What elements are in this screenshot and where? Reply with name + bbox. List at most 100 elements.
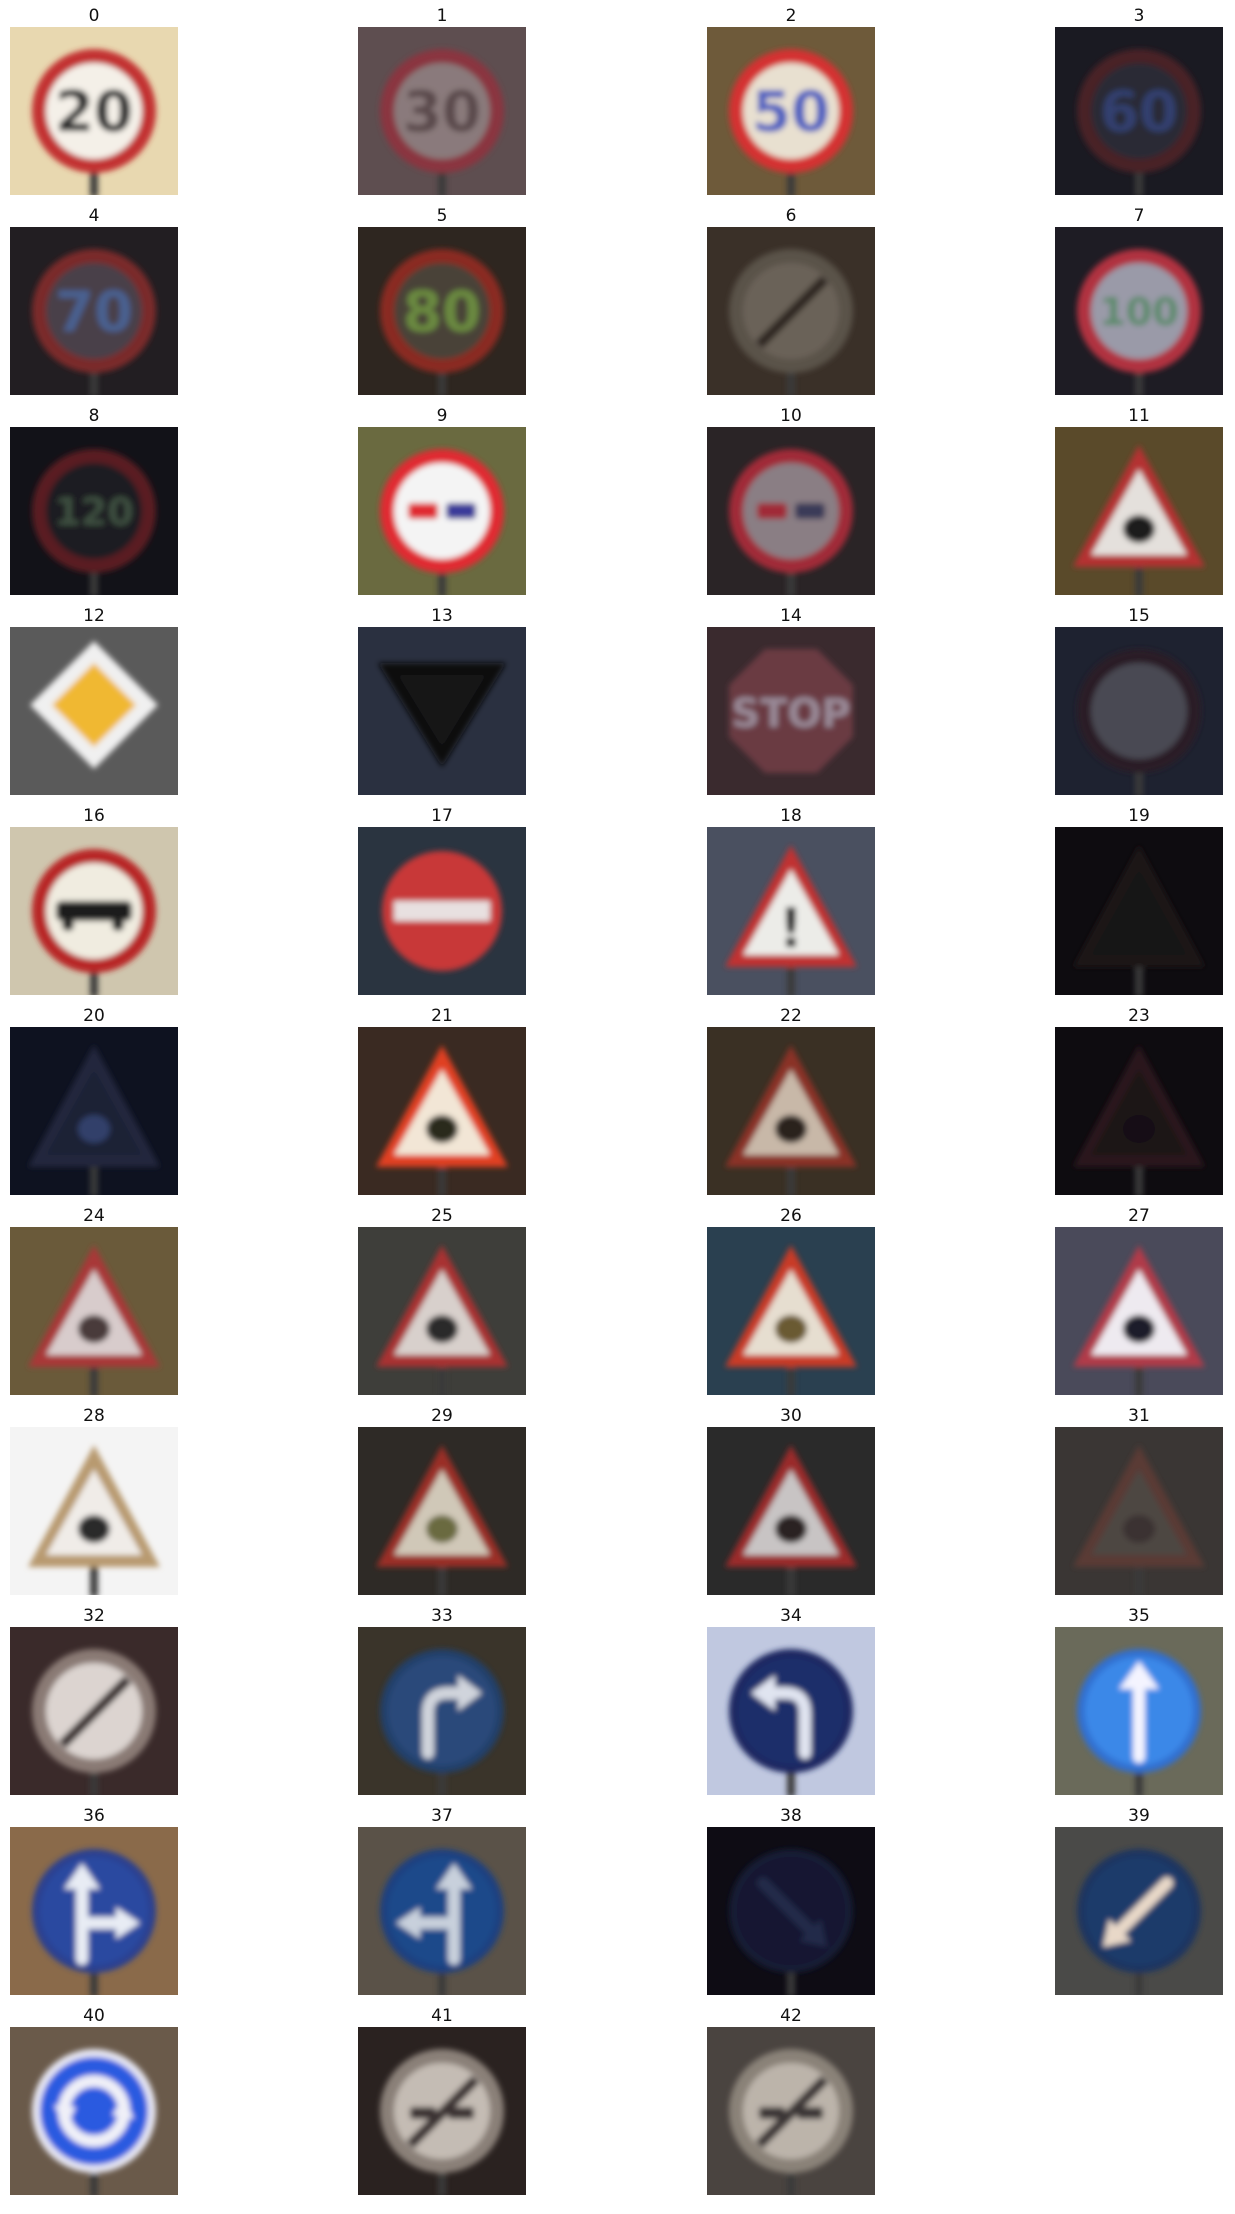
panel-class-label: 2 bbox=[785, 6, 797, 26]
traffic-sign-photo bbox=[1055, 1827, 1223, 1995]
sign-panel: 31 bbox=[1055, 1405, 1223, 1595]
sign-panel: 32 bbox=[10, 1605, 178, 1795]
traffic-sign-photo bbox=[1055, 1227, 1223, 1395]
panel-class-label: 23 bbox=[1128, 1006, 1150, 1026]
sign-panel: 28 bbox=[10, 1405, 178, 1595]
sign-panel: 10 bbox=[707, 405, 875, 595]
panel-class-label: 15 bbox=[1128, 606, 1150, 626]
panel-class-label: 11 bbox=[1128, 406, 1150, 426]
traffic-sign-photo: STOP bbox=[707, 627, 875, 795]
sign-panel: 21 bbox=[358, 1005, 526, 1195]
sign-panel: 11 bbox=[1055, 405, 1223, 595]
sign-panel: 4 70 bbox=[10, 205, 178, 395]
sign-panel: 15 bbox=[1055, 605, 1223, 795]
traffic-sign-photo bbox=[358, 1827, 526, 1995]
panel-class-label: 30 bbox=[780, 1406, 802, 1426]
panel-class-label: 40 bbox=[83, 2006, 105, 2026]
sign-panel: 34 bbox=[707, 1605, 875, 1795]
panel-class-label: 8 bbox=[88, 406, 100, 426]
traffic-sign-photo bbox=[707, 1427, 875, 1595]
sign-panel: 35 bbox=[1055, 1605, 1223, 1795]
sign-number: 50 bbox=[752, 80, 830, 145]
panel-class-label: 10 bbox=[780, 406, 802, 426]
traffic-sign-photo bbox=[707, 1227, 875, 1395]
panel-class-label: 35 bbox=[1128, 1606, 1150, 1626]
traffic-sign-photo bbox=[10, 1027, 178, 1195]
panel-class-label: 25 bbox=[431, 1206, 453, 1226]
traffic-sign-photo bbox=[10, 627, 178, 795]
sign-panel: 23 bbox=[1055, 1005, 1223, 1195]
traffic-sign-photo: 50 bbox=[707, 27, 875, 195]
panel-class-label: 13 bbox=[431, 606, 453, 626]
panel-class-label: 21 bbox=[431, 1006, 453, 1026]
sign-number: 60 bbox=[1100, 80, 1178, 145]
panel-class-label: 9 bbox=[436, 406, 448, 426]
traffic-sign-photo bbox=[1055, 1427, 1223, 1595]
sign-panel: 9 bbox=[358, 405, 526, 595]
sign-panel: 26 bbox=[707, 1205, 875, 1395]
panel-class-label: 41 bbox=[431, 2006, 453, 2026]
traffic-sign-photo bbox=[707, 2027, 875, 2195]
sign-panel: 38 bbox=[707, 1805, 875, 1995]
panel-class-label: 0 bbox=[88, 6, 100, 26]
panel-class-label: 20 bbox=[83, 1006, 105, 1026]
traffic-sign-photo: 20 bbox=[10, 27, 178, 195]
panel-class-label: 7 bbox=[1133, 206, 1145, 226]
sign-number: 80 bbox=[403, 280, 481, 345]
traffic-sign-photo bbox=[707, 1027, 875, 1195]
panel-class-label: 18 bbox=[780, 806, 802, 826]
sign-number: 120 bbox=[54, 490, 133, 534]
sign-panel: 8 120 bbox=[10, 405, 178, 595]
panel-class-label: 29 bbox=[431, 1406, 453, 1426]
traffic-sign-photo bbox=[1055, 827, 1223, 995]
sign-panel: 29 bbox=[358, 1405, 526, 1595]
sign-panel: 3 60 bbox=[1055, 5, 1223, 195]
panel-class-label: 17 bbox=[431, 806, 453, 826]
traffic-sign-photo: 30 bbox=[358, 27, 526, 195]
traffic-sign-photo: 70 bbox=[10, 227, 178, 395]
panel-class-label: 38 bbox=[780, 1806, 802, 1826]
panel-class-label: 6 bbox=[785, 206, 797, 226]
panel-class-label: 33 bbox=[431, 1606, 453, 1626]
sign-panel: 16 bbox=[10, 805, 178, 995]
traffic-sign-photo bbox=[10, 1227, 178, 1395]
sign-panel: 18! bbox=[707, 805, 875, 995]
panel-class-label: 19 bbox=[1128, 806, 1150, 826]
sign-number: 100 bbox=[1099, 290, 1178, 334]
sign-panel: 1 30 bbox=[358, 5, 526, 195]
panel-class-label: 42 bbox=[780, 2006, 802, 2026]
traffic-sign-photo bbox=[10, 1827, 178, 1995]
sign-panel: 37 bbox=[358, 1805, 526, 1995]
sign-panel: 30 bbox=[707, 1405, 875, 1595]
traffic-sign-photo bbox=[1055, 1027, 1223, 1195]
panel-class-label: 14 bbox=[780, 606, 802, 626]
sign-number: 20 bbox=[55, 80, 133, 145]
sign-panel: 7 100 bbox=[1055, 205, 1223, 395]
panel-class-label: 32 bbox=[83, 1606, 105, 1626]
panel-class-label: 27 bbox=[1128, 1206, 1150, 1226]
sign-panel: 0 20 bbox=[10, 5, 178, 195]
sign-panel: 39 bbox=[1055, 1805, 1223, 1995]
sign-number: 70 bbox=[55, 280, 133, 345]
traffic-sign-photo bbox=[358, 1427, 526, 1595]
traffic-sign-photo bbox=[358, 1227, 526, 1395]
sign-panel: 5 80 bbox=[358, 205, 526, 395]
sign-panel: 19 bbox=[1055, 805, 1223, 995]
sign-panel: 22 bbox=[707, 1005, 875, 1195]
sign-text: STOP bbox=[731, 691, 850, 737]
traffic-sign-photo: 120 bbox=[10, 427, 178, 595]
sign-panel: 20 bbox=[10, 1005, 178, 1195]
traffic-sign-photo bbox=[707, 427, 875, 595]
traffic-sign-photo bbox=[358, 1027, 526, 1195]
panel-class-label: 22 bbox=[780, 1006, 802, 1026]
panel-class-label: 31 bbox=[1128, 1406, 1150, 1426]
traffic-sign-photo bbox=[358, 827, 526, 995]
traffic-sign-photo bbox=[1055, 1627, 1223, 1795]
sign-panel: 41 bbox=[358, 2005, 526, 2195]
sign-panel: 27 bbox=[1055, 1205, 1223, 1395]
sign-panel: 14 STOP bbox=[707, 605, 875, 795]
traffic-sign-photo bbox=[707, 1827, 875, 1995]
panel-class-label: 1 bbox=[436, 6, 448, 26]
traffic-sign-photo bbox=[10, 827, 178, 995]
traffic-sign-photo bbox=[358, 427, 526, 595]
